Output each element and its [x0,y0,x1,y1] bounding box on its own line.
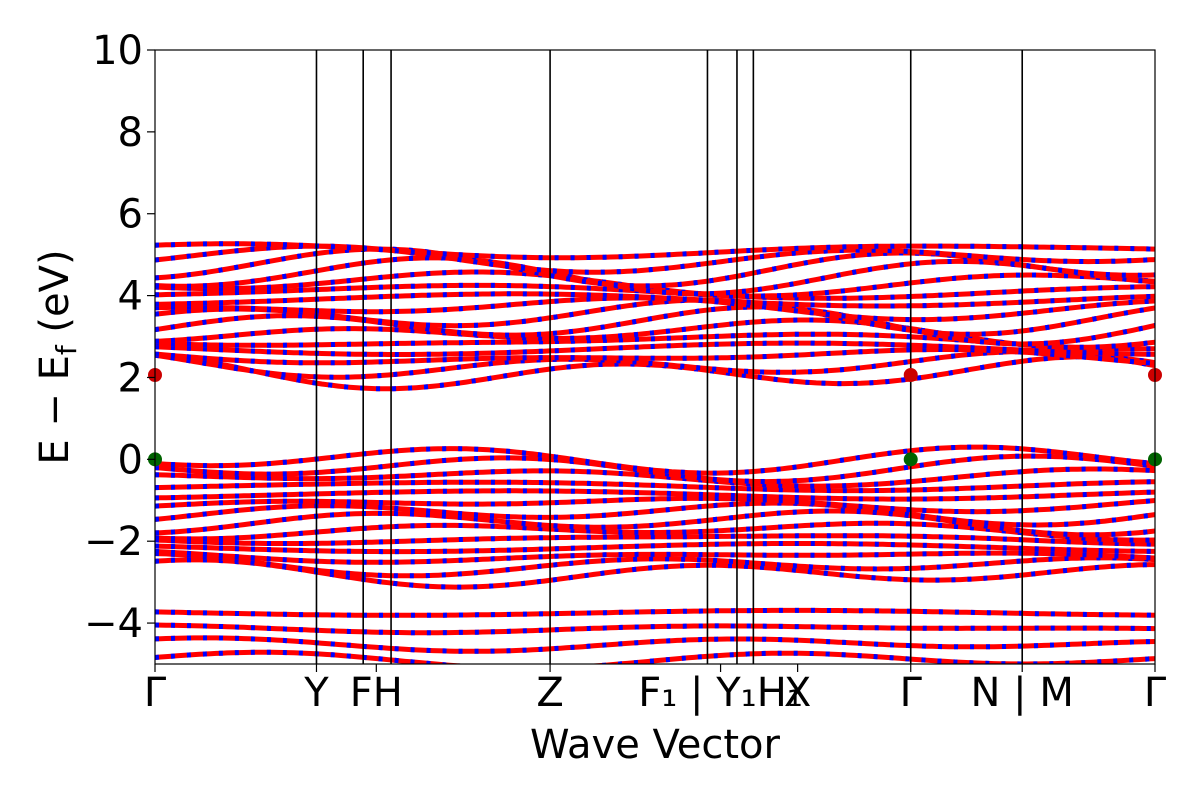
x-tick-label: Y [303,670,329,716]
y-axis-label-sub: f [50,344,83,355]
band-line-down [155,282,1155,301]
band-line-down [155,541,1155,555]
y-axis-label-main: E − E [32,355,78,465]
y-tick-label: 2 [118,355,143,401]
band-line-down [155,622,1155,636]
band-line-up [155,297,1155,337]
band-line-down [155,495,1155,515]
x-tick-label: N | M [971,670,1074,716]
y-axis-ticks: 10 8 6 4 2 0 −2 −4 [84,28,155,647]
band-line-down [155,548,1155,565]
band-line-down [155,533,1155,547]
x-tick-label: Γ [144,670,167,716]
cbm-marker [903,368,918,383]
plot-frame [154,49,1156,665]
band-lines [155,241,1155,664]
band-line-down [155,488,1155,502]
band-line-down [155,466,1155,489]
band-line-down [155,607,1155,618]
x-tick-label: F₁ | Y₁H₁ [638,670,803,716]
band-line-up [155,508,1155,538]
band-line-up [155,246,1155,289]
band-line-down [155,635,1155,654]
band-line-down [155,295,1155,323]
band-line-down [155,241,1155,261]
y-tick-label: 8 [118,110,143,156]
band-line-up [155,444,1155,476]
band-line-down [155,291,1155,309]
x-tick-label: Γ [900,670,923,716]
y-tick-label: 4 [118,274,143,320]
band-line-down [155,500,1155,528]
y-tick-label: −2 [84,519,143,565]
y-tick-label: 6 [118,192,143,238]
band-line-down [155,340,1155,357]
x-tick-label: X [784,670,811,716]
x-tick-label: Z [536,670,563,716]
high-symmetry-lines [315,50,1024,664]
y-tick-label: −4 [84,601,143,647]
x-tick-label: FH [350,670,403,716]
band-line-down [155,551,1155,579]
y-tick-label: 0 [118,437,143,483]
y-axis-label: E − Ef (eV) [32,249,83,464]
band-line-up [155,500,1155,528]
band-line-up [155,649,1155,664]
x-axis-label: Wave Vector [530,722,781,768]
band-line-down [155,479,1155,494]
x-tick-label: Γ [1144,670,1167,716]
band-line-up [155,243,1155,275]
y-axis-label-tail: (eV) [32,249,78,345]
y-tick-label: 10 [92,28,143,74]
band-line-down [155,520,1155,543]
vbm-marker [903,452,918,467]
